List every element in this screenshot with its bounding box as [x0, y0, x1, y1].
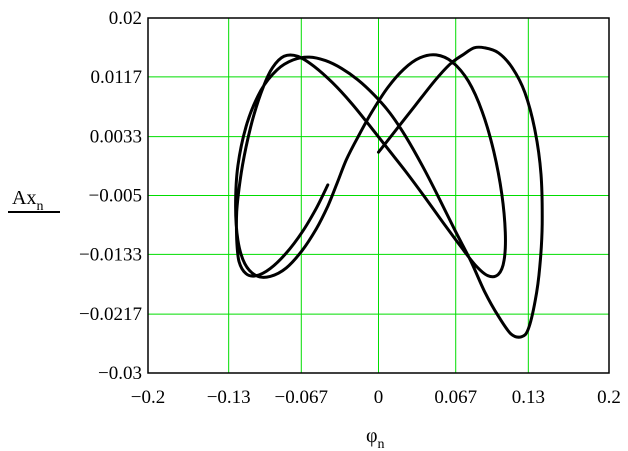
y-tick-label: −0.005 — [89, 186, 142, 207]
y-tick-label: 0.02 — [109, 8, 142, 29]
y-tick-label: 0.0033 — [90, 127, 142, 148]
series-layer — [234, 45, 544, 339]
x-tick-label: 0.067 — [434, 387, 477, 408]
y-axis-label: Axn — [12, 187, 43, 214]
y-tick-label: 0.0117 — [90, 67, 142, 88]
y-tick-labels: 0.02 0.0117 0.0033 −0.005 −0.0133 −0.0217 −0.0… — [79, 8, 142, 384]
x-tick-label: 0 — [374, 387, 384, 408]
y-tick-label: −0.0133 — [79, 244, 142, 265]
x-tick-label: −0.13 — [207, 387, 251, 408]
plot-frame — [147, 17, 610, 374]
x-axis-label: φn — [366, 425, 385, 451]
x-tick-label: 0.2 — [597, 387, 621, 408]
grid — [147, 17, 610, 374]
y-tick-label: −0.0217 — [79, 304, 142, 325]
y-tick-label: −0.03 — [98, 363, 142, 384]
x-tick-label: −0.2 — [131, 387, 165, 408]
x-tick-labels: −0.2 −0.13 −0.067 0 0.067 0.13 0.2 — [131, 387, 621, 408]
series-line-0 — [234, 45, 544, 339]
x-tick-label: −0.067 — [275, 387, 328, 408]
x-tick-label: 0.13 — [512, 387, 545, 408]
